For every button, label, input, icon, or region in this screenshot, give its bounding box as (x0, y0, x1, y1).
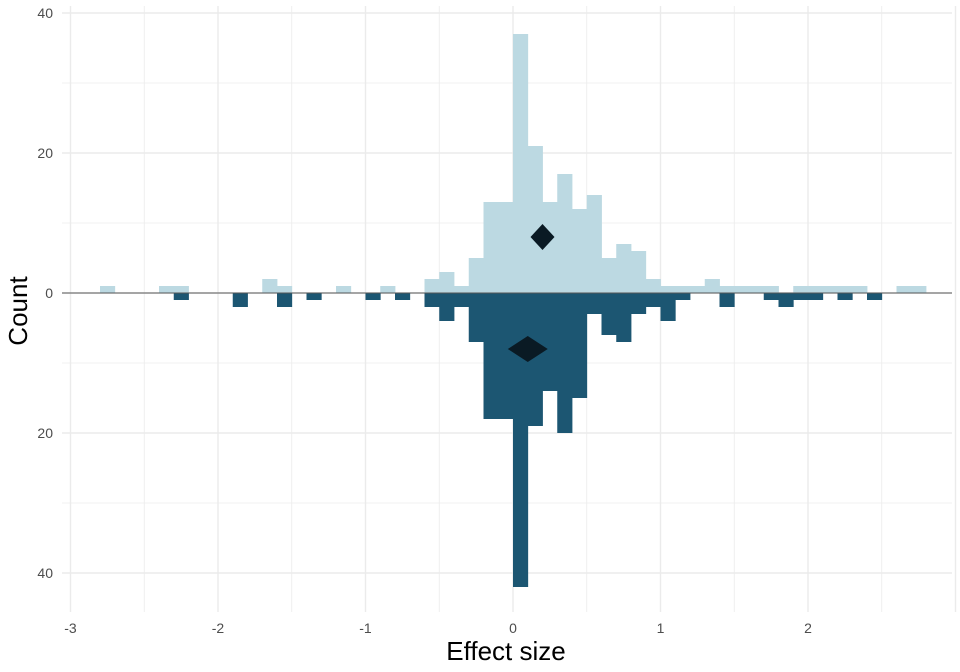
bar-upper (837, 286, 853, 293)
bar-upper (631, 251, 647, 293)
mean-marker-lower (507, 336, 548, 362)
bar-lower (586, 293, 602, 314)
bar-upper (660, 286, 676, 293)
bar-upper (336, 286, 352, 293)
bar-upper (498, 202, 514, 293)
bar-upper (173, 286, 189, 293)
x-axis-ticks: -3 -2 -1 0 1 2 (64, 620, 812, 636)
bar-lower (483, 293, 499, 419)
bar-lower (557, 293, 573, 433)
bar-upper (911, 286, 927, 293)
bar-upper (852, 286, 868, 293)
y-tick-label: 20 (37, 145, 53, 161)
y-tick-label: 40 (37, 5, 53, 21)
bar-lower (306, 293, 322, 300)
bar-upper (468, 258, 484, 293)
bar-upper (675, 286, 691, 293)
bar-lower (572, 293, 588, 398)
x-tick-label: 2 (804, 620, 812, 636)
bar-upper (527, 146, 543, 293)
bar-upper (793, 286, 809, 293)
bar-upper (380, 286, 396, 293)
y-axis-ticks: 40 20 0 20 40 (37, 5, 53, 581)
x-axis-title: Effect size (446, 636, 565, 666)
bar-lower (763, 293, 779, 300)
bar-lower (616, 293, 632, 342)
bar-lower (277, 293, 293, 307)
bar-lower (778, 293, 794, 307)
bar-lower (660, 293, 676, 321)
bar-upper (719, 286, 735, 293)
bar-upper (542, 202, 558, 293)
y-tick-label: 40 (37, 565, 53, 581)
bar-lower (719, 293, 735, 307)
bar-upper (572, 209, 588, 293)
bar-upper (616, 244, 632, 293)
bar-lower (867, 293, 883, 300)
bar-upper (454, 286, 470, 293)
bar-lower (424, 293, 440, 307)
x-tick-label: -3 (64, 620, 77, 636)
bar-lower (513, 293, 529, 587)
bar-upper (262, 279, 278, 293)
y-tick-label: 20 (37, 425, 53, 441)
bar-lower (498, 293, 514, 419)
bar-upper (557, 174, 573, 293)
mean-markers (507, 224, 555, 362)
bar-lower (601, 293, 617, 335)
bar-upper (704, 279, 720, 293)
bar-upper (424, 279, 440, 293)
bar-upper (808, 286, 824, 293)
bar-upper (749, 286, 765, 293)
bar-lower (439, 293, 455, 321)
bar-upper (586, 195, 602, 293)
histogram-bars (62, 34, 952, 587)
bar-upper (896, 286, 912, 293)
bar-upper (483, 202, 499, 293)
bar-lower (631, 293, 647, 314)
bar-upper (734, 286, 750, 293)
bar-upper (277, 286, 293, 293)
mean-marker-upper (530, 224, 555, 250)
bar-lower (645, 293, 661, 307)
bar-lower (365, 293, 381, 300)
bar-upper (645, 279, 661, 293)
bar-lower (468, 293, 484, 342)
y-axis-title: Count (3, 276, 33, 346)
bar-lower (542, 293, 558, 391)
bar-lower (837, 293, 853, 300)
bar-upper (513, 34, 529, 293)
bar-upper (439, 272, 455, 293)
bar-lower (808, 293, 824, 300)
bar-upper (763, 286, 779, 293)
x-tick-label: -2 (212, 620, 225, 636)
bar-lower (173, 293, 189, 300)
bar-upper (690, 286, 706, 293)
bar-lower (527, 293, 543, 426)
bar-upper (822, 286, 838, 293)
x-tick-label: 1 (657, 620, 665, 636)
bar-upper (159, 286, 175, 293)
bar-upper (601, 258, 617, 293)
bar-lower (454, 293, 470, 307)
bar-lower (232, 293, 248, 307)
bar-upper (100, 286, 116, 293)
bar-lower (395, 293, 411, 300)
y-tick-label: 0 (45, 285, 53, 301)
bar-lower (675, 293, 691, 300)
x-tick-label: 0 (509, 620, 517, 636)
bar-lower (793, 293, 809, 300)
x-tick-label: -1 (359, 620, 372, 636)
